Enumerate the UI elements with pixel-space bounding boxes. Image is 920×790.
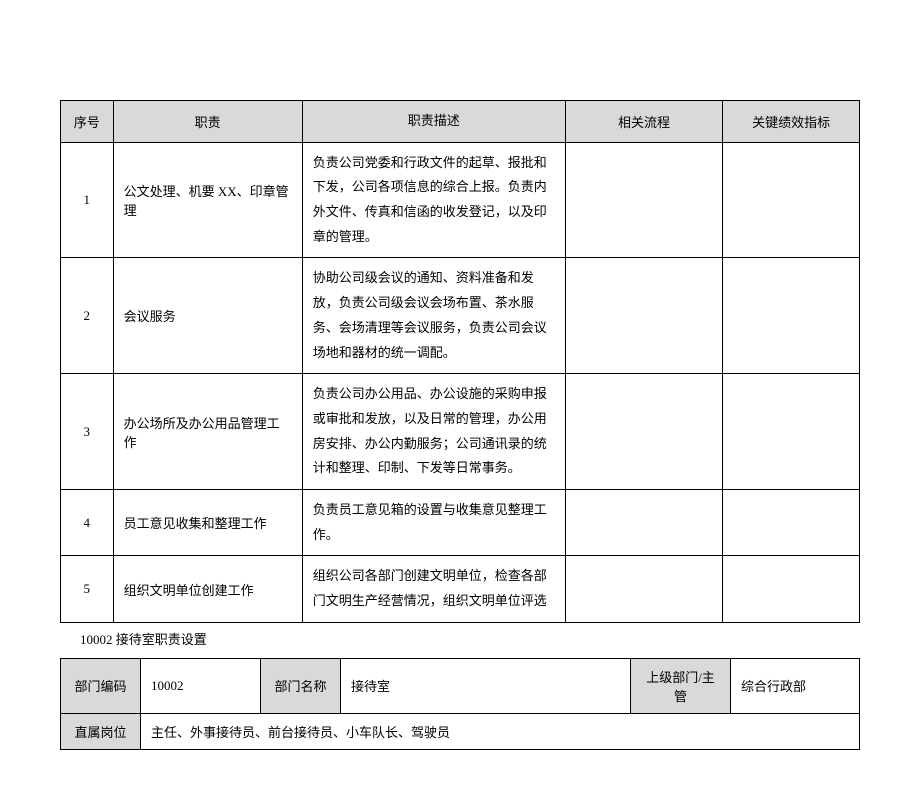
info-row-1: 部门编码 10002 部门名称 接待室 上级部门/主管 综合行政部 [61, 658, 860, 713]
header-kpi: 关键绩效指标 [723, 101, 860, 143]
cell-kpi [723, 258, 860, 374]
cell-seq: 4 [61, 489, 114, 555]
table-row: 4 员工意见收集和整理工作 负责员工意见箱的设置与收集意见整理工作。 [61, 489, 860, 555]
cell-proc [565, 258, 723, 374]
cell-duty: 组织文明单位创建工作 [113, 556, 302, 622]
cell-kpi [723, 142, 860, 258]
table-row: 5 组织文明单位创建工作 组织公司各部门创建文明单位，检查各部门文明生产经营情况… [61, 556, 860, 622]
value-positions: 主任、外事接待员、前台接待员、小车队长、驾驶员 [141, 713, 860, 749]
cell-desc: 负责公司办公用品、办公设施的采购申报或审批和发放，以及日常的管理，办公用房安排、… [302, 374, 565, 490]
value-dept-name: 接待室 [341, 658, 631, 713]
cell-kpi [723, 556, 860, 622]
cell-proc [565, 556, 723, 622]
cell-proc [565, 374, 723, 490]
label-positions: 直属岗位 [61, 713, 141, 749]
cell-kpi [723, 489, 860, 555]
cell-seq: 5 [61, 556, 114, 622]
cell-kpi [723, 374, 860, 490]
table-header-row: 序号 职责 职责描述 相关流程 关键绩效指标 [61, 101, 860, 143]
cell-proc [565, 142, 723, 258]
value-dept-code: 10002 [141, 658, 261, 713]
label-dept-code: 部门编码 [61, 658, 141, 713]
cell-desc: 负责员工意见箱的设置与收集意见整理工作。 [302, 489, 565, 555]
table-body: 1 公文处理、机要 XX、印章管理 负责公司党委和行政文件的起草、报批和下发，公… [61, 142, 860, 622]
cell-seq: 3 [61, 374, 114, 490]
duties-table: 序号 职责 职责描述 相关流程 关键绩效指标 1 公文处理、机要 XX、印章管理… [60, 100, 860, 623]
table-row: 3 办公场所及办公用品管理工作 负责公司办公用品、办公设施的采购申报或审批和发放… [61, 374, 860, 490]
label-dept-name: 部门名称 [261, 658, 341, 713]
dept-info-table: 部门编码 10002 部门名称 接待室 上级部门/主管 综合行政部 直属岗位 主… [60, 658, 860, 750]
cell-duty: 会议服务 [113, 258, 302, 374]
section-caption: 10002 接待室职责设置 [60, 623, 860, 658]
info-row-2: 直属岗位 主任、外事接待员、前台接待员、小车队长、驾驶员 [61, 713, 860, 749]
table-row: 1 公文处理、机要 XX、印章管理 负责公司党委和行政文件的起草、报批和下发，公… [61, 142, 860, 258]
header-duty: 职责 [113, 101, 302, 143]
cell-duty: 公文处理、机要 XX、印章管理 [113, 142, 302, 258]
label-parent: 上级部门/主管 [631, 658, 731, 713]
cell-desc: 协助公司级会议的通知、资料准备和发放，负责公司级会议会场布置、茶水服务、会场清理… [302, 258, 565, 374]
value-parent: 综合行政部 [731, 658, 860, 713]
header-desc: 职责描述 [302, 101, 565, 143]
cell-desc: 组织公司各部门创建文明单位，检查各部门文明生产经营情况，组织文明单位评选 [302, 556, 565, 622]
cell-proc [565, 489, 723, 555]
cell-desc: 负责公司党委和行政文件的起草、报批和下发，公司各项信息的综合上报。负责内外文件、… [302, 142, 565, 258]
cell-duty: 办公场所及办公用品管理工作 [113, 374, 302, 490]
table-row: 2 会议服务 协助公司级会议的通知、资料准备和发放，负责公司级会议会场布置、茶水… [61, 258, 860, 374]
cell-duty: 员工意见收集和整理工作 [113, 489, 302, 555]
cell-seq: 2 [61, 258, 114, 374]
cell-seq: 1 [61, 142, 114, 258]
header-proc: 相关流程 [565, 101, 723, 143]
header-seq: 序号 [61, 101, 114, 143]
